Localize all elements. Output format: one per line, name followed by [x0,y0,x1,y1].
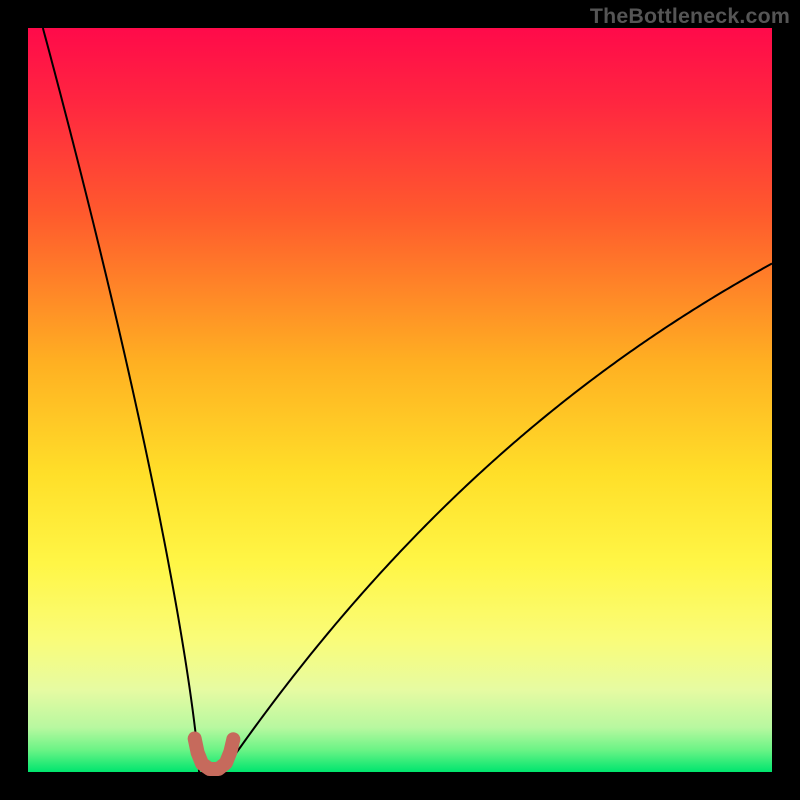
gradient-plot-area [28,28,772,772]
watermark-text: TheBottleneck.com [590,4,790,29]
chart-container: TheBottleneck.com [0,0,800,800]
bottleneck-curve-chart [0,0,800,800]
